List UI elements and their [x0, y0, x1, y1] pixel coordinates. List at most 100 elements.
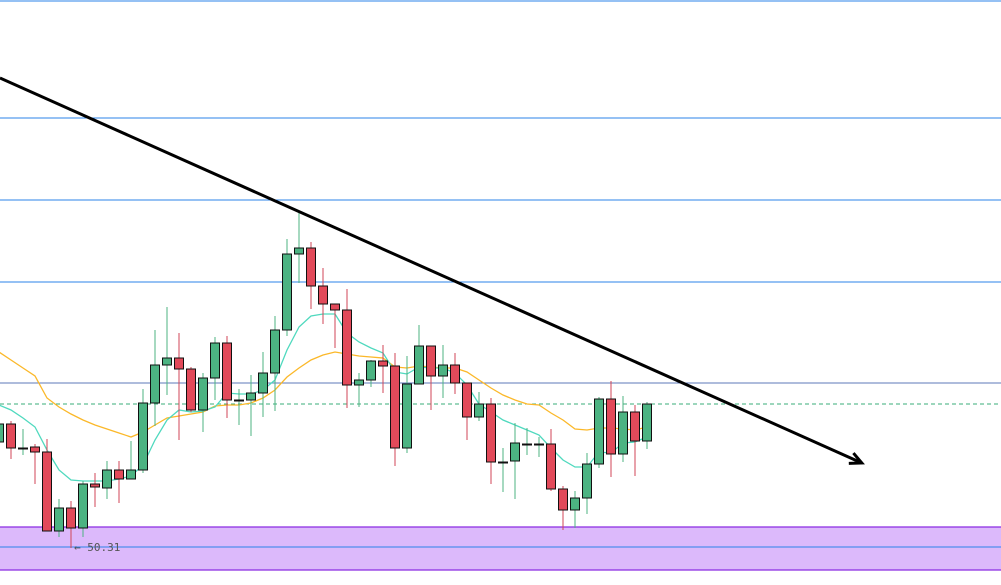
candle [114, 461, 124, 503]
candle-body-bearish [606, 398, 616, 455]
support-zone [0, 527, 1001, 570]
candle-body-bullish [0, 423, 4, 443]
candle-body-bearish [330, 303, 340, 311]
candle-body-bearish [186, 368, 196, 411]
candle [78, 481, 88, 537]
candle [450, 353, 460, 394]
candle [270, 316, 280, 411]
candle-body-bullish [78, 483, 88, 529]
candle [126, 441, 136, 480]
candle-body-bullish [246, 392, 256, 401]
candle [630, 405, 640, 476]
candle [102, 461, 112, 499]
candle [42, 439, 52, 532]
candle-body-bullish [54, 507, 64, 532]
candle-body-bullish [102, 469, 112, 489]
candle-body-bullish [594, 398, 604, 465]
candle [222, 336, 232, 418]
candle-body-bearish [378, 360, 388, 367]
candle-body-bullish [534, 443, 544, 446]
candle-body-bullish [294, 247, 304, 255]
candle [522, 428, 532, 455]
candle-body-bullish [258, 372, 268, 394]
candle-body-bullish [198, 377, 208, 411]
candle-body-bearish [426, 345, 436, 377]
candle [474, 392, 484, 421]
candle [354, 373, 364, 407]
candle-body-bearish [306, 247, 316, 287]
candle-body-bullish [366, 360, 376, 381]
candle-body-bullish [618, 411, 628, 455]
candle [546, 429, 556, 491]
candle-body-bearish [318, 285, 328, 305]
trendline [0, 76, 863, 465]
candle-body-bearish [630, 411, 640, 442]
candle-body-bearish [30, 446, 40, 453]
candle [534, 437, 544, 457]
candle [294, 213, 304, 283]
candle [90, 473, 100, 507]
candle-body-bullish [138, 402, 148, 471]
candle [402, 356, 412, 453]
candle [18, 429, 28, 455]
trendline-arrow-head-icon [848, 452, 865, 465]
candle [282, 239, 292, 336]
candle [594, 397, 604, 468]
moving-average-slow [0, 351, 648, 438]
candle-body-bearish [390, 365, 400, 449]
candle [66, 501, 76, 548]
candle [30, 444, 40, 484]
candle-body-bearish [462, 382, 472, 418]
candle-body-bullish [282, 253, 292, 331]
candle-body-bullish [414, 345, 424, 385]
candle-body-bullish [438, 364, 448, 377]
candle [486, 398, 496, 484]
candle-body-bearish [342, 309, 352, 386]
candle-body-bearish [558, 488, 568, 511]
candle-body-bearish [42, 451, 52, 532]
candle-body-bullish [354, 379, 364, 386]
candle-body-bearish [114, 469, 124, 480]
candle [606, 381, 616, 477]
candle-body-bullish [234, 399, 244, 402]
candle [306, 242, 316, 309]
candle [234, 389, 244, 425]
candle-body-bullish [582, 463, 592, 499]
candle [162, 307, 172, 395]
candle-body-bearish [546, 443, 556, 490]
candle-body-bearish [450, 364, 460, 384]
candle [510, 423, 520, 499]
candle-body-bullish [498, 461, 508, 464]
candle-body-bearish [486, 403, 496, 463]
candle [258, 352, 268, 417]
candle-body-bullish [162, 357, 172, 366]
candle-body-bullish [510, 442, 520, 462]
candle [198, 373, 208, 432]
candle [0, 423, 4, 443]
candle [582, 453, 592, 514]
candle [330, 303, 340, 348]
candle-body-bullish [522, 443, 532, 446]
candle [618, 396, 628, 462]
candle [378, 345, 388, 393]
candle [462, 382, 472, 440]
candle-body-bullish [270, 329, 280, 374]
candle [318, 268, 328, 324]
candle [426, 345, 436, 410]
candle-body-bullish [402, 383, 412, 449]
candle-body-bullish [570, 497, 580, 511]
candle-body-bullish [210, 342, 220, 379]
candle [186, 367, 196, 412]
candle-body-bearish [222, 342, 232, 401]
candle-body-bullish [18, 447, 28, 450]
candle [210, 337, 220, 400]
candle [570, 491, 580, 528]
candle [246, 375, 256, 436]
candle-body-bullish [474, 403, 484, 418]
candle [414, 325, 424, 385]
candle [6, 421, 16, 459]
candle-body-bullish [642, 403, 652, 442]
candle [138, 389, 148, 473]
candle-body-bearish [6, 423, 16, 449]
